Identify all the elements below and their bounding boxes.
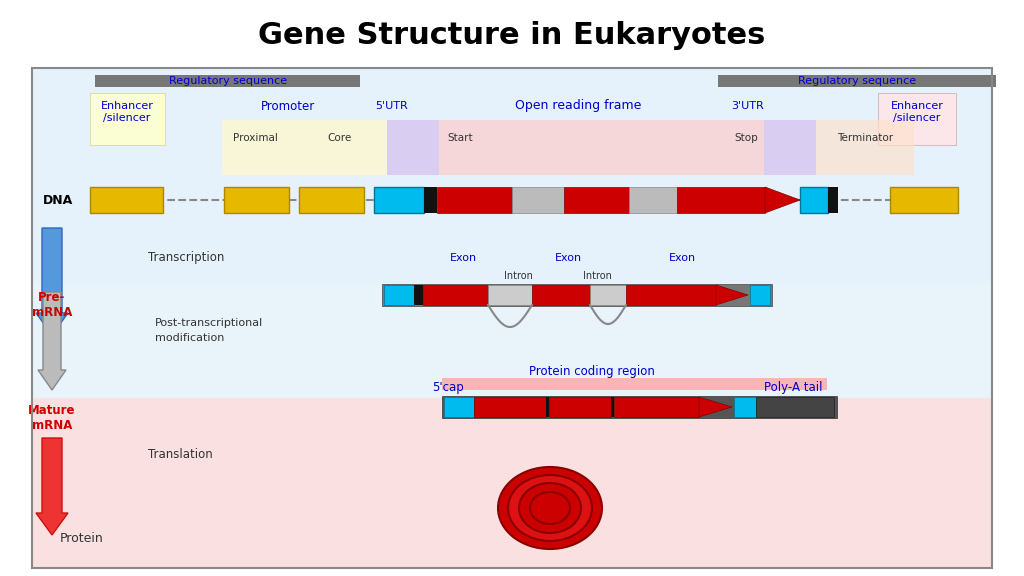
Ellipse shape: [498, 467, 602, 549]
Bar: [611, 397, 614, 417]
Text: Enhancer: Enhancer: [891, 101, 943, 111]
Text: Open reading frame: Open reading frame: [515, 100, 641, 112]
Bar: [626, 285, 716, 305]
Text: 3'UTR: 3'UTR: [731, 101, 764, 111]
Bar: [439, 120, 764, 175]
Bar: [512, 187, 564, 213]
Bar: [750, 285, 770, 305]
Bar: [374, 187, 424, 213]
Text: Intron: Intron: [583, 271, 611, 281]
Bar: [384, 285, 414, 305]
Bar: [222, 120, 387, 175]
Text: DNA: DNA: [43, 194, 73, 207]
Bar: [878, 93, 956, 145]
Bar: [546, 397, 549, 417]
Bar: [890, 187, 958, 213]
Text: 5'cap: 5'cap: [432, 381, 464, 393]
Bar: [32, 283, 992, 398]
Bar: [564, 187, 629, 213]
Bar: [764, 120, 816, 175]
Text: modification: modification: [155, 333, 224, 343]
Bar: [387, 120, 439, 175]
Bar: [718, 75, 996, 87]
Text: Translation: Translation: [148, 449, 213, 461]
FancyArrow shape: [38, 292, 66, 390]
Bar: [800, 187, 828, 213]
Bar: [488, 285, 532, 305]
Text: Pre-
mRNA: Pre- mRNA: [32, 291, 72, 319]
Ellipse shape: [519, 483, 581, 533]
Text: Intron: Intron: [504, 271, 532, 281]
Bar: [414, 285, 423, 305]
Bar: [629, 187, 677, 213]
Bar: [828, 187, 838, 213]
Polygon shape: [699, 397, 732, 417]
Bar: [437, 187, 512, 213]
Text: Exon: Exon: [554, 253, 582, 263]
Bar: [382, 284, 772, 306]
Bar: [677, 187, 765, 213]
Bar: [444, 397, 474, 417]
Bar: [590, 285, 626, 305]
Text: Exon: Exon: [450, 253, 476, 263]
Bar: [423, 285, 488, 305]
Text: Mature
mRNA: Mature mRNA: [29, 404, 76, 432]
Text: Gene Structure in Eukaryotes: Gene Structure in Eukaryotes: [258, 21, 766, 50]
Polygon shape: [716, 285, 748, 305]
Text: Exon: Exon: [669, 253, 695, 263]
Text: Transcription: Transcription: [148, 251, 224, 263]
Text: Post-transcriptional: Post-transcriptional: [155, 318, 263, 328]
Text: Start: Start: [447, 133, 473, 143]
Bar: [756, 397, 834, 417]
Text: Enhancer: Enhancer: [100, 101, 154, 111]
Text: 5'UTR: 5'UTR: [376, 101, 409, 111]
Bar: [442, 396, 837, 418]
Text: Proximal: Proximal: [232, 133, 278, 143]
Text: Poly-A tail: Poly-A tail: [764, 381, 822, 393]
Bar: [224, 187, 289, 213]
Bar: [424, 187, 437, 213]
Text: Core: Core: [328, 133, 352, 143]
Bar: [32, 68, 992, 568]
Ellipse shape: [530, 492, 570, 524]
Bar: [299, 187, 364, 213]
Bar: [32, 68, 992, 283]
Bar: [549, 397, 611, 417]
Bar: [614, 397, 699, 417]
Text: /silencer: /silencer: [893, 113, 941, 123]
Bar: [90, 187, 163, 213]
Bar: [32, 398, 992, 568]
Text: Stop: Stop: [734, 133, 758, 143]
Bar: [442, 378, 827, 390]
Text: Regulatory sequence: Regulatory sequence: [798, 76, 916, 86]
Ellipse shape: [508, 475, 592, 541]
Text: /silencer: /silencer: [103, 113, 151, 123]
Bar: [90, 93, 165, 145]
Bar: [734, 397, 756, 417]
Bar: [474, 397, 546, 417]
FancyArrow shape: [36, 438, 68, 535]
Bar: [816, 120, 914, 175]
Text: Terminator: Terminator: [837, 133, 893, 143]
Text: Protein: Protein: [60, 532, 103, 544]
Polygon shape: [765, 187, 800, 213]
Bar: [532, 285, 590, 305]
Bar: [95, 75, 360, 87]
Text: Protein coding region: Protein coding region: [529, 366, 655, 378]
FancyArrow shape: [36, 228, 68, 335]
Text: Promoter: Promoter: [261, 100, 315, 112]
Text: Regulatory sequence: Regulatory sequence: [169, 76, 287, 86]
